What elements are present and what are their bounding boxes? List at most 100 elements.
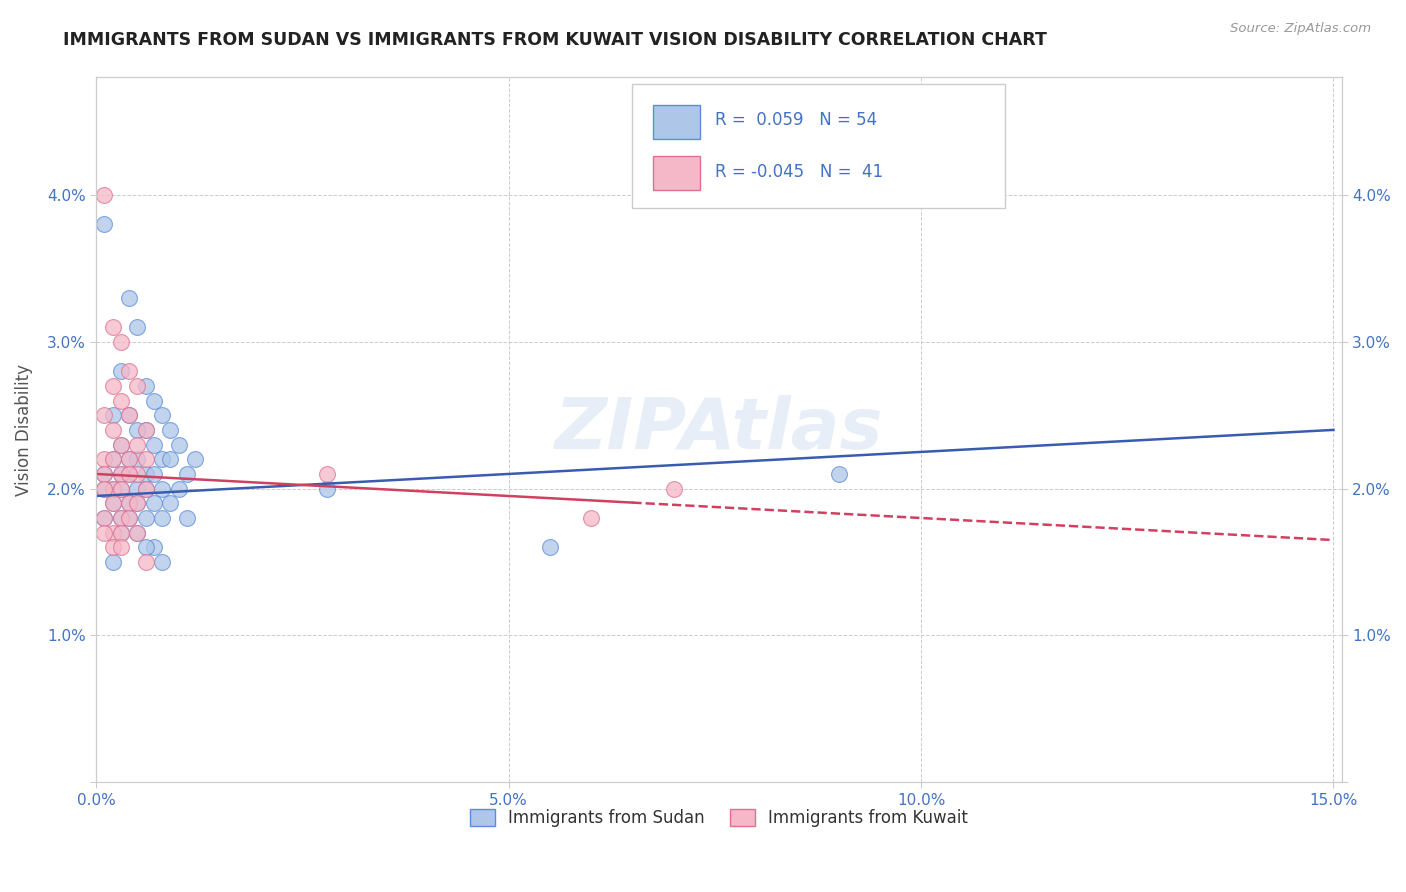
Point <box>150 408 173 422</box>
Point <box>110 364 132 378</box>
Point <box>118 467 141 481</box>
Point <box>316 482 339 496</box>
Point <box>135 555 157 569</box>
Point <box>127 496 149 510</box>
FancyBboxPatch shape <box>652 156 700 190</box>
Point <box>167 482 190 496</box>
Point <box>110 525 132 540</box>
Point <box>101 482 124 496</box>
Point <box>135 423 157 437</box>
Point <box>118 496 141 510</box>
Point <box>159 496 181 510</box>
Text: Source: ZipAtlas.com: Source: ZipAtlas.com <box>1230 22 1371 36</box>
Point <box>110 482 132 496</box>
Point <box>142 541 165 555</box>
Point <box>110 334 132 349</box>
Point <box>110 482 132 496</box>
Point <box>93 511 115 525</box>
Text: R =  0.059   N = 54: R = 0.059 N = 54 <box>716 112 877 129</box>
Point <box>110 525 132 540</box>
Point <box>127 423 149 437</box>
Point <box>93 217 115 231</box>
Point <box>110 511 132 525</box>
Point <box>135 511 157 525</box>
Point <box>101 541 124 555</box>
Point <box>127 437 149 451</box>
FancyBboxPatch shape <box>631 85 1005 208</box>
Point <box>127 525 149 540</box>
Point <box>101 379 124 393</box>
Text: ZIPAtlas: ZIPAtlas <box>555 395 883 465</box>
Point <box>101 423 124 437</box>
Point <box>127 379 149 393</box>
Y-axis label: Vision Disability: Vision Disability <box>15 364 32 496</box>
Point <box>118 511 141 525</box>
Point <box>135 452 157 467</box>
Point <box>127 496 149 510</box>
Point <box>142 467 165 481</box>
Point <box>110 467 132 481</box>
Point <box>93 482 115 496</box>
Point <box>150 511 173 525</box>
Point <box>538 541 561 555</box>
Text: R = -0.045   N =  41: R = -0.045 N = 41 <box>716 163 883 181</box>
Point <box>159 452 181 467</box>
Point <box>93 467 115 481</box>
Point <box>118 408 141 422</box>
Point <box>101 496 124 510</box>
Point <box>135 423 157 437</box>
Point <box>127 320 149 334</box>
Point <box>118 408 141 422</box>
Point <box>150 555 173 569</box>
Point <box>101 525 124 540</box>
Point <box>101 555 124 569</box>
Point <box>316 467 339 481</box>
Point <box>118 467 141 481</box>
Point <box>176 467 198 481</box>
Point <box>135 541 157 555</box>
Point <box>93 408 115 422</box>
Point <box>110 541 132 555</box>
Point <box>127 482 149 496</box>
Legend: Immigrants from Sudan, Immigrants from Kuwait: Immigrants from Sudan, Immigrants from K… <box>463 803 974 834</box>
Point <box>150 452 173 467</box>
Point <box>827 467 849 481</box>
Point <box>118 452 141 467</box>
Point <box>579 511 602 525</box>
Point <box>135 379 157 393</box>
FancyBboxPatch shape <box>652 105 700 139</box>
Point <box>118 452 141 467</box>
Point <box>135 482 157 496</box>
Point <box>93 188 115 202</box>
Point <box>142 437 165 451</box>
Point <box>101 496 124 510</box>
Point <box>110 437 132 451</box>
Point <box>142 496 165 510</box>
Point <box>135 467 157 481</box>
Point <box>93 452 115 467</box>
Point <box>118 511 141 525</box>
Text: IMMIGRANTS FROM SUDAN VS IMMIGRANTS FROM KUWAIT VISION DISABILITY CORRELATION CH: IMMIGRANTS FROM SUDAN VS IMMIGRANTS FROM… <box>63 31 1047 49</box>
Point <box>127 467 149 481</box>
Point <box>135 482 157 496</box>
Point <box>93 467 115 481</box>
Point <box>110 511 132 525</box>
Point <box>167 437 190 451</box>
Point <box>101 320 124 334</box>
Point <box>662 482 685 496</box>
Point <box>110 467 132 481</box>
Point <box>93 482 115 496</box>
Point <box>142 393 165 408</box>
Point <box>176 511 198 525</box>
Point <box>118 291 141 305</box>
Point <box>127 452 149 467</box>
Point <box>101 452 124 467</box>
Point <box>127 525 149 540</box>
Point <box>101 452 124 467</box>
Point <box>150 482 173 496</box>
Point <box>118 496 141 510</box>
Point <box>101 408 124 422</box>
Point <box>159 423 181 437</box>
Point <box>110 393 132 408</box>
Point <box>93 525 115 540</box>
